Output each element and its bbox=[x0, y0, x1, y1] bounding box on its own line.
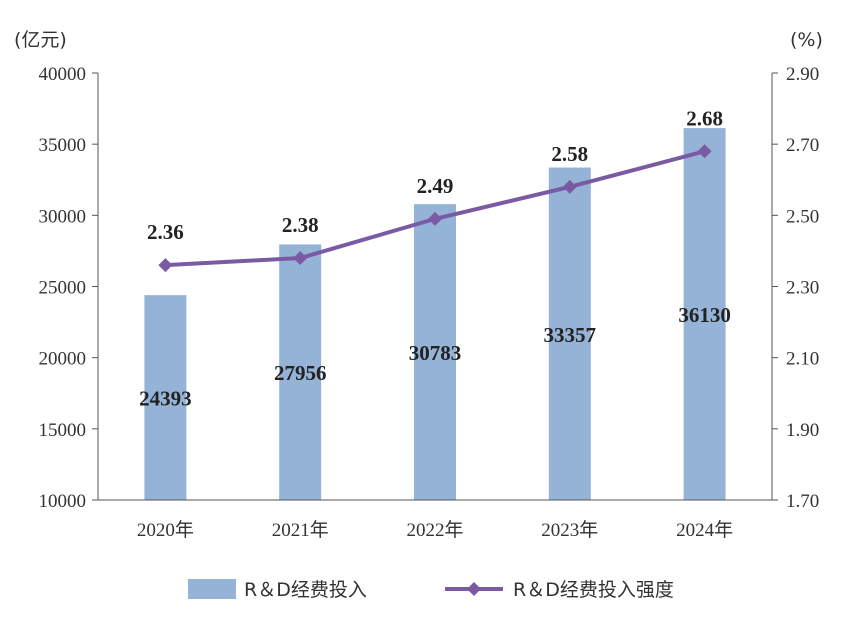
legend-line-label: R＆D经费投入强度 bbox=[513, 579, 674, 601]
bar-data-label: 27956 bbox=[274, 361, 327, 385]
legend-bar-label: R＆D经费投入 bbox=[244, 579, 367, 601]
legend-line-marker bbox=[467, 582, 481, 596]
left-tick-label: 20000 bbox=[39, 349, 87, 370]
right-tick-label: 1.90 bbox=[786, 420, 819, 441]
line-data-label: 2.36 bbox=[147, 220, 184, 244]
bar bbox=[414, 204, 456, 500]
bar bbox=[279, 244, 322, 500]
left-tick-label: 35000 bbox=[39, 135, 87, 156]
x-tick-label: 2020年 bbox=[137, 519, 194, 541]
right-tick-label: 2.50 bbox=[786, 206, 819, 227]
line-data-label: 2.58 bbox=[551, 142, 588, 166]
left-tick-label: 30000 bbox=[39, 206, 87, 227]
left-tick-label: 25000 bbox=[39, 278, 87, 299]
bar-data-label: 24393 bbox=[139, 387, 192, 411]
right-tick-label: 2.90 bbox=[786, 64, 819, 85]
x-tick-label: 2022年 bbox=[406, 519, 463, 541]
left-tick-label: 15000 bbox=[39, 420, 87, 441]
line-point bbox=[562, 179, 577, 194]
right-tick-label: 2.70 bbox=[786, 135, 819, 156]
legend: R＆D经费投入 R＆D经费投入强度 bbox=[188, 579, 674, 601]
line-layer bbox=[158, 144, 712, 273]
line-point bbox=[158, 258, 173, 273]
right-tick-label: 1.70 bbox=[786, 491, 819, 512]
left-axis-unit: (亿元) bbox=[14, 29, 67, 51]
line-point bbox=[293, 251, 308, 266]
x-tick-label: 2021年 bbox=[272, 519, 329, 541]
bar-data-label: 36130 bbox=[678, 303, 731, 327]
line-point bbox=[428, 211, 442, 226]
bar-data-label: 30783 bbox=[409, 341, 462, 365]
right-tick-label: 2.30 bbox=[786, 278, 819, 299]
legend-bar-swatch bbox=[188, 579, 236, 599]
line-point bbox=[697, 144, 712, 159]
left-tick-label: 40000 bbox=[39, 64, 87, 85]
line-data-label: 2.68 bbox=[686, 106, 723, 130]
bar bbox=[548, 167, 591, 500]
bars-layer bbox=[144, 128, 726, 500]
line-data-label: 2.38 bbox=[282, 213, 319, 237]
line-data-label: 2.49 bbox=[417, 174, 454, 198]
ticks-layer: 40000 35000 30000 25000 20000 15000 10000 2.90 2… bbox=[39, 64, 820, 541]
right-tick-label: 2.10 bbox=[786, 349, 819, 370]
labels-layer: 24393 27956 30783 33357 36130 2.36 2.38 2.49 2.5… bbox=[139, 106, 731, 410]
x-tick-label: 2023年 bbox=[541, 519, 598, 541]
x-tick-label: 2024年 bbox=[676, 519, 733, 541]
left-tick-label: 10000 bbox=[39, 491, 87, 512]
bar-data-label: 33357 bbox=[544, 323, 597, 347]
right-axis-unit: (%) bbox=[790, 29, 823, 51]
bar bbox=[683, 128, 726, 500]
bar bbox=[144, 295, 187, 500]
